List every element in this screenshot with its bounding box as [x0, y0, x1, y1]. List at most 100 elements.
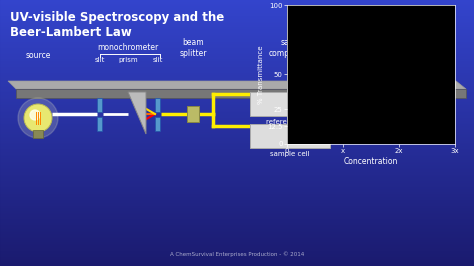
- Bar: [0, 98, 474, 99]
- Bar: [0, 48, 474, 49]
- Bar: [0, 173, 474, 174]
- Bar: [0, 130, 474, 131]
- Bar: [0, 177, 474, 178]
- Bar: [0, 123, 474, 124]
- Bar: [0, 96, 474, 97]
- Bar: [0, 144, 474, 145]
- Bar: [155, 98, 161, 111]
- Bar: [0, 34, 474, 35]
- Bar: [0, 104, 474, 105]
- Bar: [0, 175, 474, 176]
- Bar: [0, 42, 474, 43]
- Bar: [0, 23, 474, 24]
- Bar: [0, 115, 474, 116]
- Bar: [0, 72, 474, 73]
- Bar: [0, 69, 474, 70]
- Circle shape: [24, 104, 52, 132]
- Circle shape: [18, 98, 58, 138]
- Bar: [0, 263, 474, 264]
- Bar: [0, 103, 474, 104]
- Bar: [0, 199, 474, 200]
- Bar: [0, 37, 474, 38]
- Bar: [0, 206, 474, 207]
- Bar: [0, 154, 474, 155]
- Bar: [0, 120, 474, 121]
- Bar: [0, 131, 474, 132]
- Bar: [0, 164, 474, 165]
- Bar: [0, 41, 474, 42]
- Bar: [0, 11, 474, 12]
- Bar: [0, 129, 474, 130]
- Bar: [0, 66, 474, 67]
- Bar: [0, 124, 474, 125]
- Bar: [0, 236, 474, 237]
- Bar: [0, 170, 474, 171]
- Bar: [0, 22, 474, 23]
- Bar: [0, 221, 474, 222]
- Bar: [0, 138, 474, 139]
- Bar: [0, 63, 474, 64]
- Bar: [0, 102, 474, 103]
- Bar: [0, 156, 474, 157]
- Bar: [0, 210, 474, 211]
- Bar: [0, 224, 474, 225]
- Bar: [0, 248, 474, 249]
- Bar: [0, 25, 474, 26]
- Bar: [0, 229, 474, 230]
- Bar: [0, 243, 474, 244]
- Bar: [0, 76, 474, 77]
- Bar: [0, 205, 474, 206]
- Bar: [0, 188, 474, 189]
- Bar: [0, 58, 474, 59]
- Bar: [0, 6, 474, 7]
- Bar: [0, 241, 474, 242]
- Bar: [0, 214, 474, 215]
- Bar: [0, 61, 474, 62]
- Bar: [0, 88, 474, 89]
- Bar: [0, 110, 474, 111]
- Bar: [0, 245, 474, 246]
- Bar: [0, 10, 474, 11]
- Bar: [0, 1, 474, 2]
- Bar: [0, 38, 474, 39]
- Bar: [0, 75, 474, 76]
- Bar: [0, 201, 474, 202]
- FancyBboxPatch shape: [354, 115, 374, 137]
- Bar: [0, 215, 474, 216]
- Bar: [0, 143, 474, 144]
- Bar: [0, 174, 474, 175]
- Bar: [0, 265, 474, 266]
- Bar: [0, 57, 474, 58]
- Bar: [0, 122, 474, 123]
- Bar: [0, 79, 474, 80]
- Bar: [0, 0, 474, 1]
- Bar: [0, 31, 474, 32]
- Bar: [0, 212, 474, 213]
- Bar: [33, 130, 43, 138]
- Bar: [0, 250, 474, 251]
- Bar: [0, 183, 474, 184]
- Bar: [0, 92, 474, 93]
- Bar: [0, 246, 474, 247]
- Bar: [0, 219, 474, 220]
- Bar: [0, 109, 474, 110]
- Bar: [0, 153, 474, 154]
- Bar: [0, 125, 474, 126]
- Bar: [0, 192, 474, 193]
- Bar: [0, 55, 474, 56]
- Text: slit: slit: [95, 57, 105, 63]
- Bar: [0, 107, 474, 108]
- Bar: [0, 166, 474, 167]
- Bar: [0, 18, 474, 19]
- Bar: [0, 126, 474, 127]
- Bar: [0, 21, 474, 22]
- Bar: [0, 256, 474, 257]
- Bar: [0, 204, 474, 205]
- Bar: [0, 117, 474, 118]
- Bar: [0, 171, 474, 172]
- Bar: [0, 262, 474, 263]
- Bar: [0, 149, 474, 150]
- Bar: [0, 133, 474, 134]
- Bar: [0, 190, 474, 191]
- Bar: [0, 93, 474, 94]
